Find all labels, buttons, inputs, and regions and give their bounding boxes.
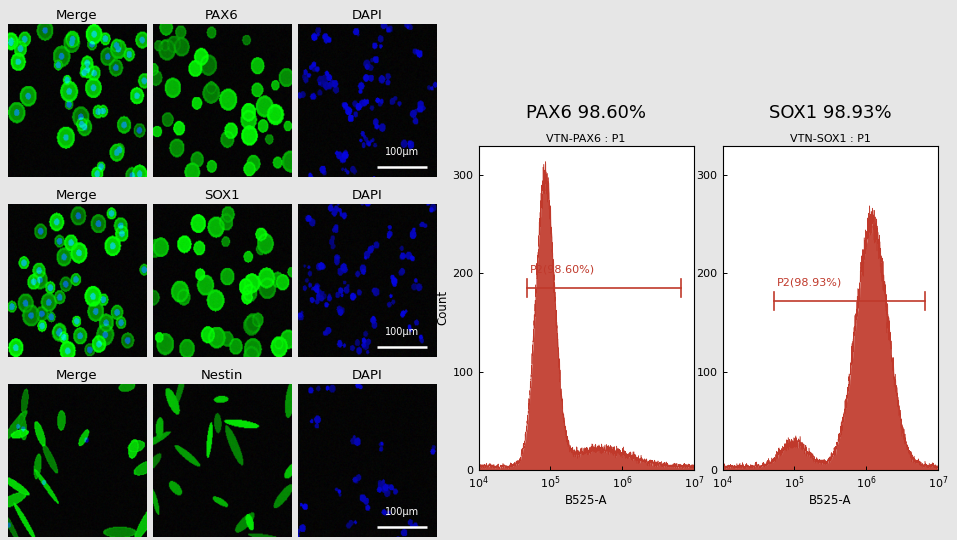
Text: Merge: Merge xyxy=(56,190,98,202)
Text: PAX6 98.60%: PAX6 98.60% xyxy=(526,104,646,123)
Text: Merge: Merge xyxy=(56,369,98,382)
Y-axis label: Count: Count xyxy=(436,290,450,326)
Text: Nestin: Nestin xyxy=(201,369,243,382)
Title: VTN-SOX1 : P1: VTN-SOX1 : P1 xyxy=(790,133,871,144)
Text: SOX1: SOX1 xyxy=(204,190,240,202)
Text: P2(98.93%): P2(98.93%) xyxy=(777,277,842,287)
Text: 100μm: 100μm xyxy=(385,147,419,157)
Text: SOX1 98.93%: SOX1 98.93% xyxy=(768,104,892,123)
Title: VTN-PAX6 : P1: VTN-PAX6 : P1 xyxy=(546,133,626,144)
Text: DAPI: DAPI xyxy=(352,190,383,202)
Text: DAPI: DAPI xyxy=(352,369,383,382)
Text: 100μm: 100μm xyxy=(385,508,419,517)
Text: DAPI: DAPI xyxy=(352,9,383,22)
Text: Merge: Merge xyxy=(56,9,98,22)
Text: 100μm: 100μm xyxy=(385,327,419,338)
X-axis label: B525-A: B525-A xyxy=(565,494,608,507)
X-axis label: B525-A: B525-A xyxy=(809,494,852,507)
Text: P2(98.60%): P2(98.60%) xyxy=(530,265,595,274)
Text: PAX6: PAX6 xyxy=(205,9,239,22)
